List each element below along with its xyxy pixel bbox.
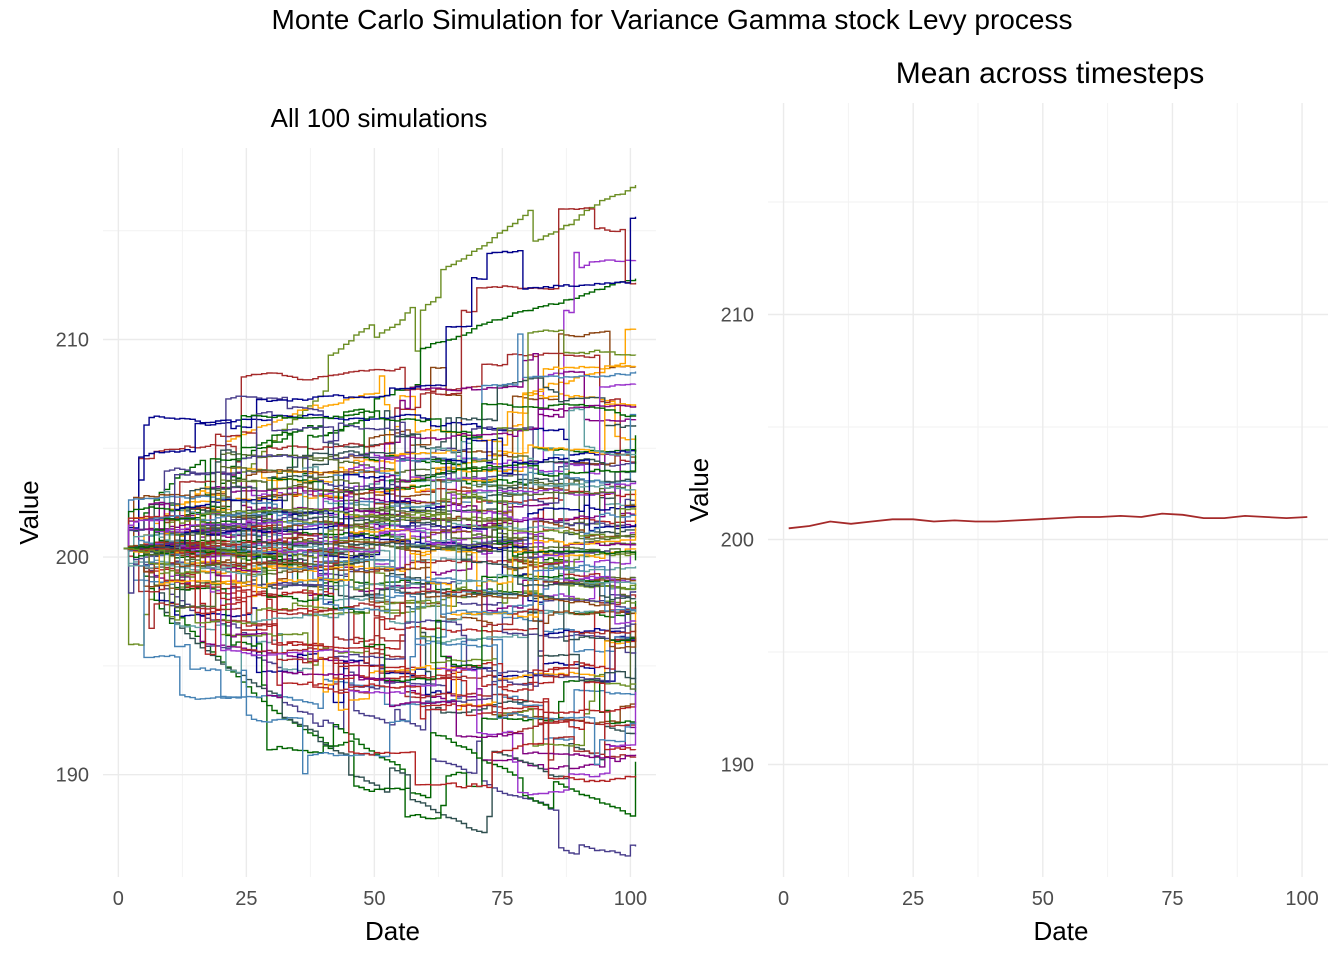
x-tick-label: 50 <box>1032 888 1054 910</box>
simulation-line <box>123 377 637 550</box>
x-tick-label: 75 <box>1161 888 1183 910</box>
x-axis-label: Date <box>365 916 420 946</box>
simulation-line <box>123 546 637 770</box>
panel-all-simulations: 0 25 50 75 100 190 200 210 Date Value All 100 simu… <box>14 103 656 946</box>
simulation-line <box>123 547 637 694</box>
simulation-line <box>123 329 637 565</box>
y-tick-label: 200 <box>56 547 89 569</box>
simulation-line <box>123 543 637 763</box>
mean-series-line <box>788 512 1308 530</box>
x-tick-label: 25 <box>235 888 257 910</box>
simulation-line <box>123 491 637 574</box>
y-tick-label: 210 <box>721 305 754 327</box>
simulation-line <box>123 489 637 598</box>
simulation-line <box>123 524 637 678</box>
x-tick-label: 0 <box>113 888 124 910</box>
simulation-line <box>123 515 637 751</box>
x-tick-label: 25 <box>902 888 924 910</box>
y-tick-label: 190 <box>56 765 89 787</box>
x-tick-label: 50 <box>363 888 385 910</box>
x-tick-label: 100 <box>1285 888 1318 910</box>
simulation-line <box>123 547 637 817</box>
simulation-line <box>123 449 637 601</box>
panel-mean-across-timesteps: 0 25 50 75 100 190 200 210 Date Value Mean across … <box>684 57 1328 946</box>
x-axis-label: Date <box>1034 916 1089 946</box>
panel-title: Mean across timesteps <box>896 57 1204 90</box>
x-tick-label: 100 <box>614 888 647 910</box>
simulation-line <box>123 509 637 586</box>
simulation-line <box>123 466 636 568</box>
simulation-line <box>123 528 637 747</box>
simulation-line <box>123 352 637 568</box>
simulation-line <box>123 501 637 615</box>
figure-title: Monte Carlo Simulation for Variance Gamm… <box>271 4 1073 35</box>
simulation-line <box>123 525 637 789</box>
y-axis-label: Value <box>14 480 44 545</box>
simulation-line <box>123 403 637 552</box>
simulation-line <box>123 547 637 775</box>
simulation-line <box>123 333 637 582</box>
simulation-line <box>123 482 637 550</box>
panel-title: All 100 simulations <box>271 103 488 133</box>
simulation-line <box>123 479 637 624</box>
simulation-line <box>123 472 637 703</box>
simulation-line <box>123 542 637 796</box>
simulation-line <box>123 454 637 598</box>
simulation-line <box>123 486 637 683</box>
y-axis-label: Value <box>684 458 714 523</box>
y-tick-label: 210 <box>56 329 89 351</box>
x-tick-label: 0 <box>778 888 789 910</box>
y-tick-label: 190 <box>721 755 754 777</box>
y-tick-label: 200 <box>721 530 754 552</box>
simulation-line <box>123 491 637 625</box>
simulation-line <box>123 216 637 550</box>
simulation-line <box>123 547 637 682</box>
simulation-line <box>123 207 637 550</box>
x-tick-label: 75 <box>491 888 513 910</box>
simulation-line <box>123 534 637 585</box>
simulation-line <box>123 437 637 552</box>
simulation-line <box>123 410 637 561</box>
